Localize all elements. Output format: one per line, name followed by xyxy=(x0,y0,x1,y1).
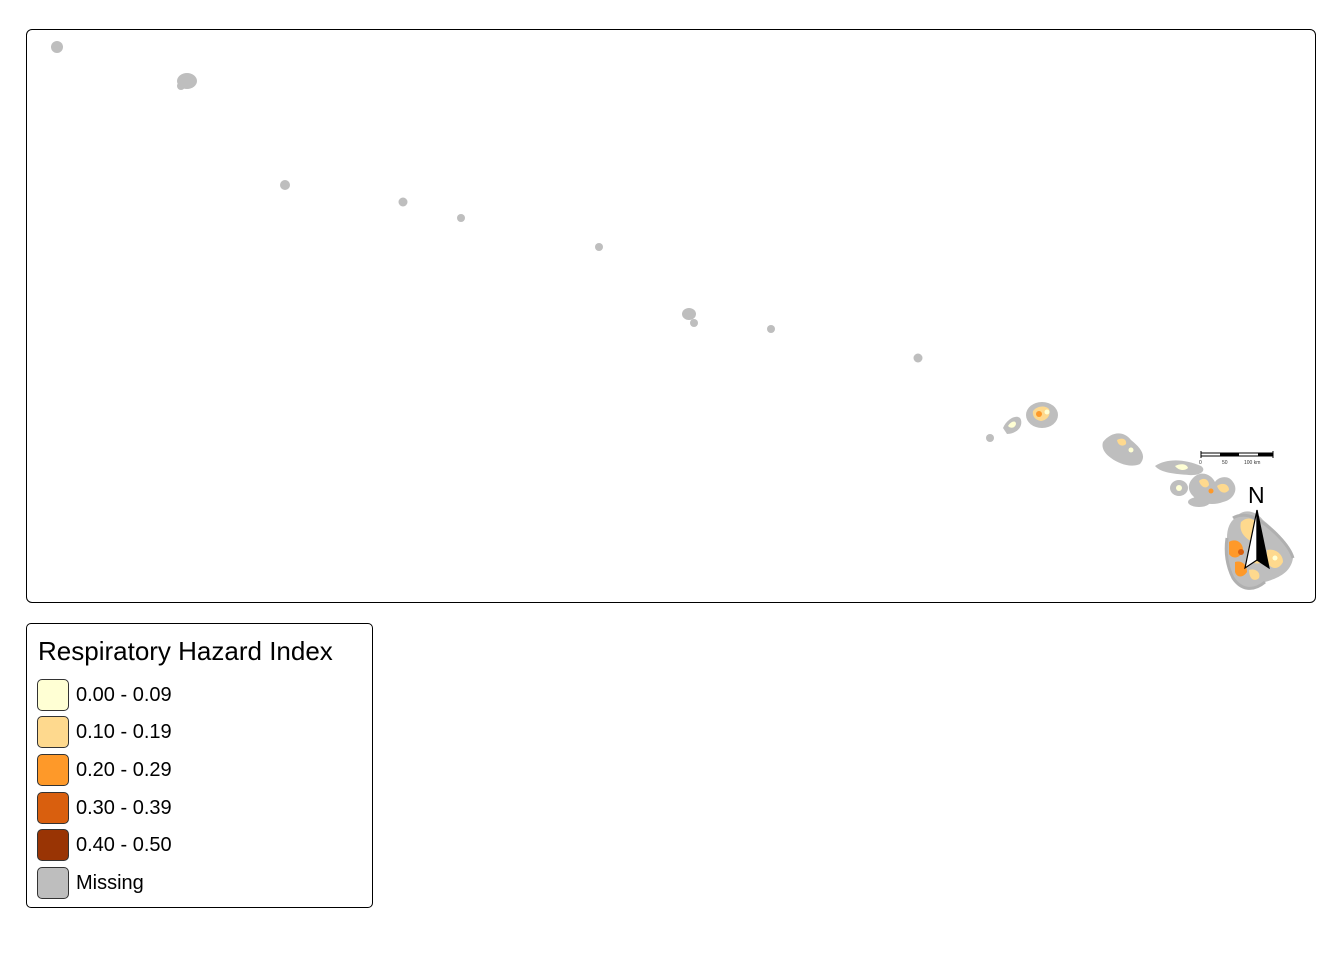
island-maui xyxy=(1188,473,1236,507)
north-arrow-label: N xyxy=(1248,482,1265,508)
legend-label: 0.10 - 0.19 xyxy=(76,721,172,744)
legend-swatch xyxy=(37,866,69,899)
legend-item: 0.20 - 0.29 xyxy=(37,751,172,789)
legend-title: Respiratory Hazard Index xyxy=(38,636,333,666)
island-french-frigate xyxy=(682,308,698,327)
legend-swatch xyxy=(37,829,69,862)
legend-item: 0.40 - 0.50 xyxy=(37,826,172,864)
scale-bar: 0 50 100 km xyxy=(1199,451,1274,466)
legend-item: Missing xyxy=(37,864,172,902)
legend-label: 0.30 - 0.39 xyxy=(76,796,172,819)
map-canvas: 0 50 100 km N xyxy=(51,41,1295,590)
legend-swatch xyxy=(37,753,69,786)
island-kure xyxy=(51,41,63,53)
island-lisianski xyxy=(398,197,408,207)
scale-tick-100: 100 km xyxy=(1244,460,1260,466)
legend-swatch xyxy=(37,678,69,711)
island-laysan xyxy=(457,214,465,222)
island-midway xyxy=(177,73,197,90)
island-pearl-hermes xyxy=(280,180,290,190)
island-maro-reef xyxy=(595,243,603,251)
island-layer xyxy=(51,41,1295,590)
scale-tick-50: 50 xyxy=(1222,460,1228,466)
legend-items: 0.00 - 0.09 0.10 - 0.19 0.20 - 0.29 0.30… xyxy=(37,676,172,902)
legend-label: 0.40 - 0.50 xyxy=(76,834,172,857)
island-niihau xyxy=(986,416,1022,442)
scale-tick-0: 0 xyxy=(1199,460,1202,466)
legend-item: 0.10 - 0.19 xyxy=(37,714,172,752)
legend-label: Missing xyxy=(76,871,144,894)
island-necker xyxy=(767,325,775,333)
island-molokai xyxy=(1155,460,1204,476)
legend-label: 0.00 - 0.09 xyxy=(76,683,172,706)
island-nihoa xyxy=(913,353,923,363)
island-lanai xyxy=(1170,480,1188,496)
island-oahu xyxy=(1102,433,1144,466)
legend-swatch xyxy=(37,716,69,749)
legend-item: 0.30 - 0.39 xyxy=(37,789,172,827)
legend-label: 0.20 - 0.29 xyxy=(76,758,172,781)
island-kauai xyxy=(1026,402,1058,428)
map-legend: Respiratory Hazard Index 0.00 - 0.09 0.1… xyxy=(26,623,373,908)
north-arrow: N xyxy=(1244,482,1270,570)
legend-item: 0.00 - 0.09 xyxy=(37,676,172,714)
legend-swatch xyxy=(37,791,69,824)
map-panel: 0 50 100 km N xyxy=(26,29,1316,603)
